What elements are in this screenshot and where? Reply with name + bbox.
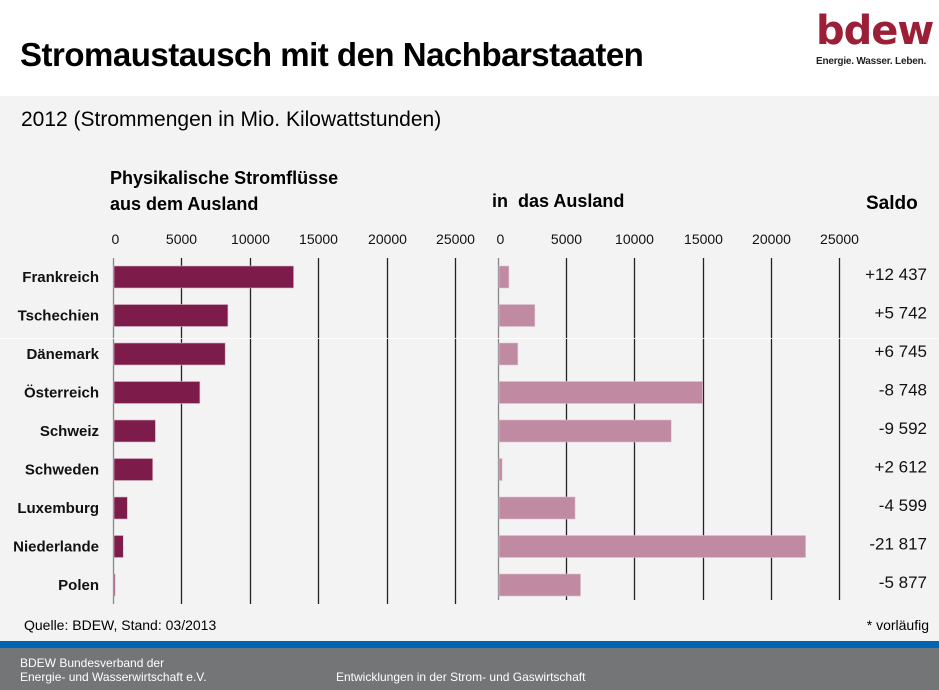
category-label: Dänemark <box>26 346 99 363</box>
imports-heading-line1: Physikalische Stromflüsse <box>110 168 339 188</box>
preliminary-note: * vorläufig <box>866 617 929 633</box>
bar-import <box>113 535 124 558</box>
category-label: Luxemburg <box>17 500 99 517</box>
right-tick-label: 5000 <box>551 231 582 247</box>
bar-export <box>498 381 703 404</box>
saldo-label: +12 437 <box>865 265 927 284</box>
category-label: Niederlande <box>13 539 99 556</box>
saldo-heading: Saldo <box>866 193 918 214</box>
category-labels: Frankreich Tschechien Dänemark Österreich Sc… <box>13 269 100 594</box>
bar-export <box>498 419 672 443</box>
footer: BDEW Bundesverband der Energie- und Wass… <box>0 648 939 690</box>
right-tick-label: 25000 <box>820 231 859 247</box>
bar-import <box>113 265 294 289</box>
category-label: Frankreich <box>22 269 99 286</box>
saldo-labels: +12 437 +5 742 +6 745 -8 748 -9 592 +2 612 -4 … <box>865 265 927 592</box>
left-gridlines <box>112 258 457 604</box>
right-tick-label: 10000 <box>615 231 654 247</box>
saldo-label: -5 877 <box>879 573 927 592</box>
saldo-label: +6 745 <box>875 342 927 361</box>
category-label: Tschechien <box>18 308 99 325</box>
bar-import <box>113 342 226 366</box>
bar-import <box>113 573 116 597</box>
left-tick-label: 5000 <box>166 231 197 247</box>
logo-tagline: Energie. Wasser. Leben. <box>816 56 927 67</box>
footer-org-line2: Energie- und Wasserwirtschaft e.V. <box>20 670 207 684</box>
bar-export <box>498 573 581 597</box>
imports-heading: Physikalische Stromflüsse aus dem Auslan… <box>110 165 338 217</box>
category-label: Schweden <box>25 462 99 479</box>
left-tick-label: 20000 <box>368 231 407 247</box>
left-tick-label: 15000 <box>299 231 338 247</box>
category-label: Österreich <box>24 385 99 402</box>
saldo-label: -21 817 <box>869 535 927 554</box>
right-tick-label: 15000 <box>684 231 723 247</box>
footer-topic: Entwicklungen in der Strom- und Gaswirts… <box>336 670 586 684</box>
category-label: Polen <box>58 577 99 594</box>
footer-organization: BDEW Bundesverband der Energie- und Wass… <box>20 656 207 684</box>
saldo-label: +2 612 <box>875 458 927 477</box>
bar-import <box>113 304 229 327</box>
bar-import <box>113 458 153 481</box>
logo-wordmark: bdew <box>816 8 934 54</box>
category-label: Schweiz <box>40 423 99 440</box>
bar-import <box>113 381 201 404</box>
bar-import <box>113 496 128 520</box>
source-note: Quelle: BDEW, Stand: 03/2013 <box>24 617 217 633</box>
bdew-logo: bdew Energie. Wasser. Leben. <box>812 8 934 70</box>
bar-export <box>498 458 503 481</box>
saldo-label: +5 742 <box>875 304 927 323</box>
right-tick-label: 20000 <box>752 231 791 247</box>
bar-export <box>498 304 536 327</box>
header: Stromaustausch mit den Nachbarstaaten bd… <box>0 0 939 96</box>
axis-tick-labels: 0 5000 10000 15000 20000 25000 0 5000 10000 15000… <box>112 231 860 247</box>
imports-heading-line2: aus dem Ausland <box>110 194 259 214</box>
footer-org-line1: BDEW Bundesverband der <box>20 656 165 670</box>
bar-export <box>498 496 576 520</box>
footer-accent-band <box>0 641 939 648</box>
bar-export <box>498 342 519 366</box>
bars <box>113 265 806 597</box>
saldo-label: -9 592 <box>879 419 927 438</box>
left-tick-label: 10000 <box>231 231 270 247</box>
bar-import <box>113 419 156 443</box>
saldo-label: -4 599 <box>879 496 927 515</box>
saldo-label: -8 748 <box>879 381 927 400</box>
chart-subtitle: 2012 (Strommengen in Mio. Kilowattstunde… <box>21 108 442 131</box>
bar-export <box>498 535 806 558</box>
left-tick-label: 0 <box>112 231 120 247</box>
page-title: Stromaustausch mit den Nachbarstaaten <box>20 36 644 73</box>
exports-heading: in das Ausland <box>492 191 625 211</box>
bar-export <box>498 265 510 289</box>
left-tick-label: 25000 <box>436 231 475 247</box>
right-tick-label: 0 <box>497 231 505 247</box>
